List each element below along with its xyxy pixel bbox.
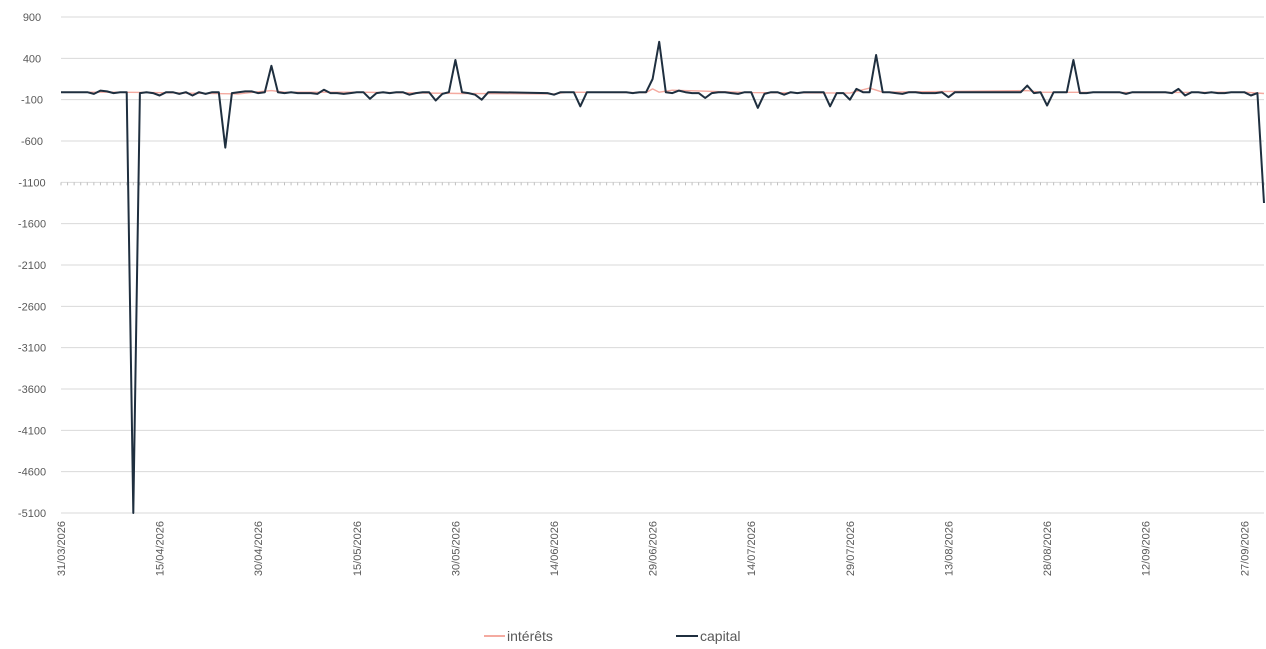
y-axis-labels: 900 400 -100 -600 -1100 -1600 -2100 -2600 -3100 -…	[18, 12, 46, 520]
y-tick-label: -3100	[18, 343, 46, 355]
legend: intérêts capital	[484, 628, 740, 644]
x-tick-label: 15/05/2026	[352, 521, 364, 576]
grid-lines	[61, 16, 1264, 514]
x-tick-label: 29/06/2026	[648, 521, 660, 576]
y-tick-label: 900	[23, 12, 41, 24]
x-tick-label: 28/08/2026	[1042, 521, 1054, 576]
series-line-capital	[61, 40, 1265, 514]
x-tick-label: 12/09/2026	[1141, 521, 1153, 576]
legend-label-interets: intérêts	[507, 628, 553, 644]
y-tick-label: -3600	[18, 384, 46, 396]
x-tick-label: 30/05/2026	[450, 521, 462, 576]
y-tick-label: -4100	[18, 425, 46, 437]
legend-item-capital: capital	[676, 628, 740, 644]
legend-label-capital: capital	[700, 628, 740, 644]
y-tick-label: -1600	[18, 219, 46, 231]
y-tick-label: -600	[21, 136, 43, 148]
y-tick-label: -2100	[18, 260, 46, 272]
y-tick-label: 400	[23, 53, 41, 65]
series-lines	[61, 40, 1265, 514]
x-axis: 31/03/2026 15/04/2026 30/04/2026 15/05/2026…	[56, 182, 1265, 576]
x-tick-label: 30/04/2026	[253, 521, 265, 576]
y-tick-label: -100	[21, 95, 43, 107]
y-tick-label: -5100	[18, 508, 46, 520]
series-line-interets	[61, 87, 1265, 95]
y-tick-label: -2600	[18, 301, 46, 313]
legend-item-interets: intérêts	[484, 628, 553, 644]
x-tick-label: 15/04/2026	[155, 521, 167, 576]
x-tick-label: 31/03/2026	[56, 521, 68, 576]
y-tick-label: -4600	[18, 467, 46, 479]
x-tick-label: 14/07/2026	[746, 521, 758, 576]
x-tick-label: 29/07/2026	[845, 521, 857, 576]
x-tick-label: 13/08/2026	[943, 521, 955, 576]
x-tick-label: 27/09/2026	[1239, 521, 1251, 576]
y-tick-label: -1100	[18, 177, 45, 189]
x-tick-label: 14/06/2026	[549, 521, 561, 576]
